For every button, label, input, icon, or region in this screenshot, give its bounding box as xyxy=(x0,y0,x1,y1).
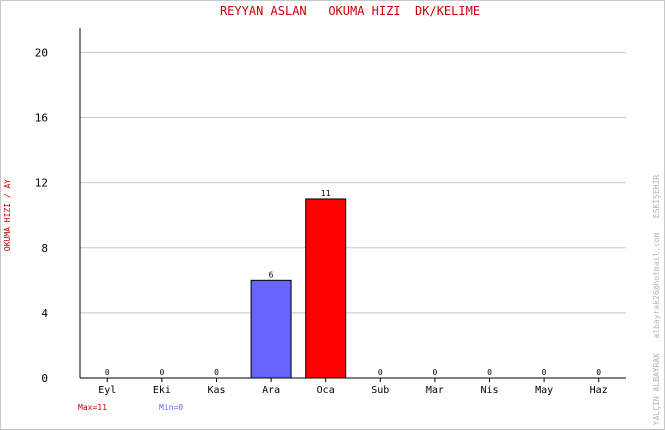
data-label: 0 xyxy=(487,368,492,377)
data-label: 0 xyxy=(159,368,164,377)
x-tick-label: Kas xyxy=(207,385,225,396)
y-axis-label: OKUMA HIZI / AY xyxy=(3,179,12,251)
y-tick-label: 20 xyxy=(35,46,48,59)
grid-lines xyxy=(80,51,626,314)
x-tick-label: Sub xyxy=(371,385,389,396)
axes xyxy=(79,28,626,379)
bar-ara xyxy=(250,279,292,379)
y-tick-labels: 0 4 8 12 16 20 xyxy=(35,46,49,385)
y-tick-label: 8 xyxy=(41,242,48,255)
data-label: 0 xyxy=(596,368,601,377)
x-tick-label: May xyxy=(535,385,553,396)
data-label: 6 xyxy=(269,270,274,279)
x-tick-label: Eki xyxy=(153,385,171,396)
chart-title: REYYAN ASLAN OKUMA HIZI DK/KELIME xyxy=(220,4,480,18)
max-label: Max=11 xyxy=(78,403,107,412)
x-tick-label: Haz xyxy=(590,385,608,396)
x-tick-labels: Eyl Eki Kas Ara Oca Sub Mar Nis May Haz xyxy=(98,378,608,396)
y-tick-label: 16 xyxy=(35,112,48,125)
x-tick-label: Nis xyxy=(480,385,498,396)
y-tick-label: 0 xyxy=(41,372,48,385)
data-label: 0 xyxy=(432,368,437,377)
x-tick-label: Ara xyxy=(262,385,280,396)
x-tick-label: Eyl xyxy=(98,385,116,396)
data-label: 11 xyxy=(321,189,331,198)
x-tick-label: Oca xyxy=(317,385,335,396)
x-tick-label: Mar xyxy=(426,385,444,396)
data-label: 0 xyxy=(214,368,219,377)
watermark-text: YALÇIN ALBAYRAK albayrak26@hotmail.com E… xyxy=(651,175,661,426)
y-tick-label: 12 xyxy=(35,177,48,190)
bar-oca xyxy=(305,198,347,379)
data-label: 0 xyxy=(378,368,383,377)
min-label: Min=0 xyxy=(159,403,183,412)
data-label: 0 xyxy=(542,368,547,377)
data-label: 0 xyxy=(105,368,110,377)
y-tick-label: 4 xyxy=(41,307,48,320)
bars: 0 0 0 6 11 0 0 0 0 0 xyxy=(105,189,601,379)
